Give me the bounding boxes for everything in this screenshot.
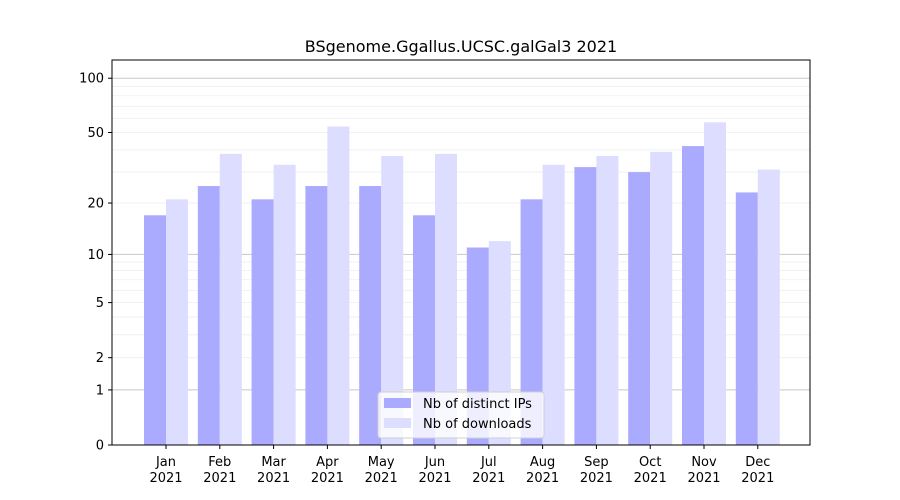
- legend-swatch: [384, 418, 411, 428]
- x-tick-label: May: [368, 455, 395, 470]
- bar-downloads: [542, 164, 565, 445]
- x-tick-label-year: 2021: [472, 471, 505, 486]
- y-tick-label: 2: [96, 351, 104, 366]
- x-tick-label: Nov: [691, 455, 717, 470]
- plot-frame: [111, 59, 811, 446]
- x-tick-label: Mar: [261, 455, 286, 470]
- x-tick-label: Aug: [530, 455, 555, 470]
- x-tick-label-year: 2021: [580, 471, 613, 486]
- y-tick-label: 1: [96, 383, 104, 398]
- y-tick-label: 20: [87, 197, 104, 212]
- bar-ips: [197, 186, 220, 445]
- bar-downloads: [757, 169, 780, 445]
- legend: Nb of distinct IPs Nb of downloads: [377, 391, 545, 439]
- bar-downloads: [435, 153, 457, 445]
- y-tick-label: 50: [87, 126, 104, 141]
- y-tick-label: 100: [79, 72, 104, 87]
- legend-box: [377, 391, 545, 439]
- x-tick-label-year: 2021: [687, 471, 720, 486]
- bar-ips: [574, 167, 597, 445]
- x-tick-label: Apr: [316, 455, 339, 470]
- x-tick-label: Oct: [639, 455, 661, 470]
- bar-downloads: [596, 155, 619, 445]
- x-tick-label: Jul: [480, 455, 497, 470]
- bar-ips: [735, 192, 758, 445]
- x-tick-label-year: 2021: [311, 471, 344, 486]
- bar-downloads: [704, 122, 726, 445]
- bar-downloads: [381, 155, 404, 445]
- x-tick-label: Dec: [745, 455, 770, 470]
- axes: 0125102050100Jan2021Feb2021Mar2021Apr202…: [79, 59, 811, 486]
- x-tick-label: Jun: [424, 455, 445, 470]
- x-tick-label-year: 2021: [741, 471, 774, 486]
- bar-downloads: [166, 199, 188, 445]
- x-tick-label-year: 2021: [634, 471, 667, 486]
- bar-ips: [520, 199, 543, 445]
- x-tick-label-year: 2021: [257, 471, 290, 486]
- y-tick-label: 10: [87, 248, 104, 263]
- bar-ips: [682, 146, 704, 445]
- x-tick-label: Sep: [584, 455, 609, 470]
- bar-ips: [305, 186, 328, 445]
- legend-label: Nb of distinct IPs: [423, 397, 532, 412]
- x-tick-label-year: 2021: [418, 471, 451, 486]
- x-tick-label-year: 2021: [149, 471, 182, 486]
- y-tick-label: 0: [96, 439, 104, 454]
- bar-ips: [628, 172, 651, 445]
- bar-ips: [413, 215, 435, 445]
- x-tick-label-year: 2021: [526, 471, 559, 486]
- bar-ips: [359, 186, 382, 445]
- chart-title: BSgenome.Ggallus.UCSC.galGal3 2021: [305, 37, 617, 56]
- y-tick-label: 5: [96, 296, 104, 311]
- x-tick-label-year: 2021: [365, 471, 398, 486]
- x-tick-label-year: 2021: [203, 471, 236, 486]
- legend-label: Nb of downloads: [423, 417, 532, 432]
- bar-ips: [251, 199, 274, 445]
- x-tick-label: Feb: [208, 455, 231, 470]
- bar-downloads: [650, 151, 673, 445]
- bar-downloads: [219, 153, 242, 445]
- bar-downloads: [327, 126, 350, 446]
- bar-ips: [144, 215, 166, 445]
- legend-swatch: [384, 398, 411, 408]
- x-tick-label: Jan: [155, 455, 176, 470]
- bar-downloads: [273, 164, 296, 445]
